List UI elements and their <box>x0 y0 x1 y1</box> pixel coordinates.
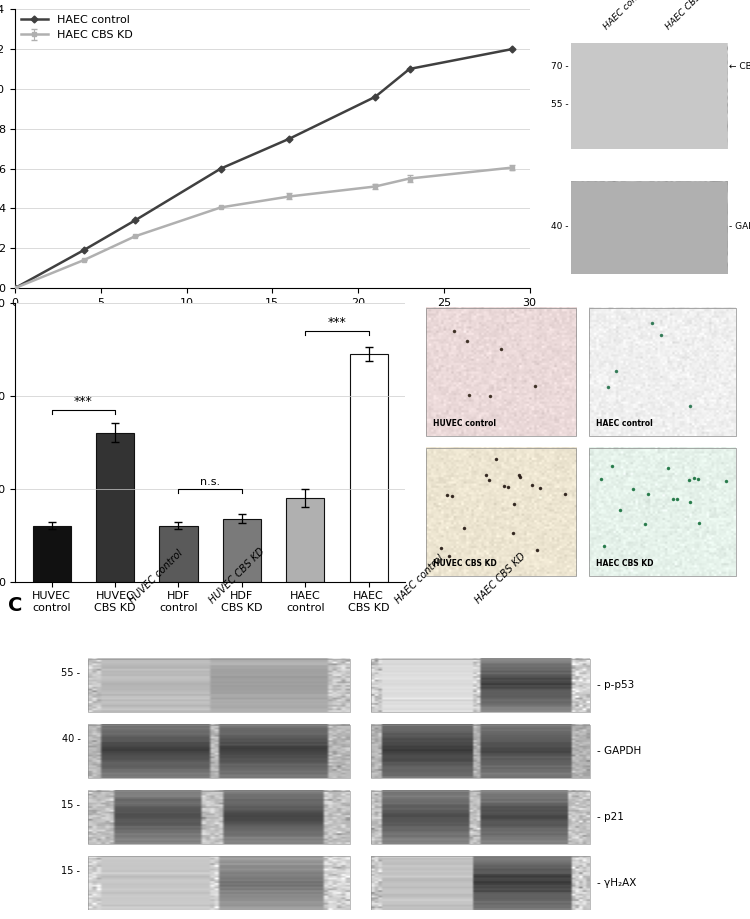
Line: HAEC control: HAEC control <box>13 47 515 290</box>
Text: HAEC control: HAEC control <box>393 553 445 606</box>
Text: HAEC control: HAEC control <box>596 419 652 428</box>
Text: - p-p53: - p-p53 <box>597 680 634 690</box>
Text: 15 -: 15 - <box>62 800 80 810</box>
Text: 55 -: 55 - <box>551 99 568 108</box>
Bar <box>590 448 736 576</box>
Bar <box>223 518 261 582</box>
Bar <box>371 790 590 844</box>
HAEC control <box>79 244 88 255</box>
HAEC control <box>508 43 517 54</box>
Bar <box>371 725 590 778</box>
Bar <box>426 448 577 576</box>
Text: ← CBS: ← CBS <box>729 62 750 71</box>
Bar <box>371 857 590 910</box>
Text: 55 -: 55 - <box>62 668 80 678</box>
Text: C: C <box>8 596 22 615</box>
Text: ***: *** <box>74 395 93 408</box>
Text: - γH₂AX: - γH₂AX <box>597 879 636 888</box>
Bar <box>160 526 197 582</box>
Text: HAEC CBS KD: HAEC CBS KD <box>596 559 653 568</box>
Bar <box>88 857 350 910</box>
HAEC control <box>216 163 225 174</box>
Text: HUVEC CBS KD: HUVEC CBS KD <box>433 559 496 568</box>
Bar <box>88 659 350 712</box>
HAEC control <box>285 133 294 144</box>
HAEC control <box>10 282 20 293</box>
Text: HUVEC CBS KD: HUVEC CBS KD <box>208 546 267 606</box>
Text: n.s.: n.s. <box>200 477 220 487</box>
Bar <box>571 182 727 274</box>
Bar <box>590 308 736 437</box>
Bar <box>371 659 590 712</box>
Text: - GAPDH: - GAPDH <box>597 746 641 756</box>
Text: - p21: - p21 <box>597 812 624 823</box>
Bar <box>88 725 350 778</box>
HAEC control <box>130 215 140 226</box>
Bar <box>33 526 70 582</box>
HAEC control <box>405 63 414 74</box>
Bar <box>571 42 727 149</box>
Bar <box>88 790 350 844</box>
Text: 15 -: 15 - <box>62 866 80 876</box>
HAEC control <box>370 91 380 102</box>
X-axis label: days: days <box>257 313 287 326</box>
Text: 40 -: 40 - <box>551 222 568 232</box>
Text: HAEC CBS KD: HAEC CBS KD <box>664 0 714 31</box>
Text: ***: *** <box>328 316 346 329</box>
Text: HAEC CBS KD: HAEC CBS KD <box>473 551 527 606</box>
Text: - GAPDH: - GAPDH <box>729 222 750 232</box>
Bar <box>350 354 388 582</box>
Text: HUVEC control: HUVEC control <box>433 419 496 428</box>
Text: HAEC control: HAEC control <box>602 0 650 31</box>
Bar <box>96 433 134 582</box>
Bar <box>286 498 324 582</box>
Text: HUVEC control: HUVEC control <box>128 548 185 606</box>
Legend: HAEC control, HAEC CBS KD: HAEC control, HAEC CBS KD <box>20 15 133 40</box>
Text: 40 -: 40 - <box>62 734 80 744</box>
Bar <box>426 308 577 437</box>
Text: 70 -: 70 - <box>551 62 568 71</box>
